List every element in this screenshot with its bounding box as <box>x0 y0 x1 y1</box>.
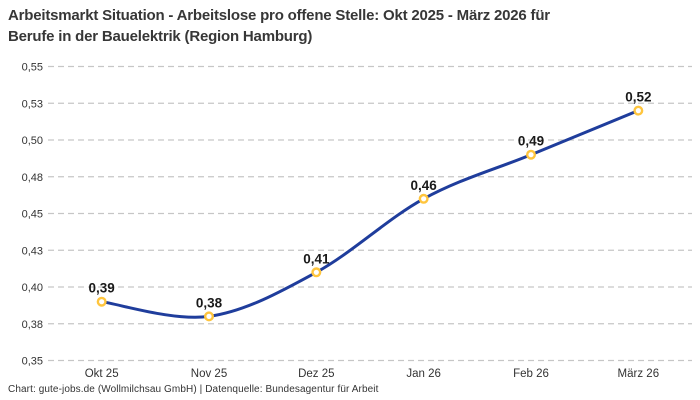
series-line <box>100 109 640 319</box>
x-axis-label: Jan 26 <box>406 368 441 380</box>
y-tick-label: 0,50 <box>22 135 43 147</box>
data-point-marker[interactable] <box>633 105 644 116</box>
credit-line: Chart: gute-jobs.de (Wollmilchsau GmbH) … <box>8 384 379 395</box>
y-axis-tick-labels: 0,55 0,53 0,50 0,48 0,45 0,43 0,40 0,38 0,35 <box>22 62 43 368</box>
data-point-marker[interactable] <box>311 267 322 278</box>
data-point-marker[interactable] <box>96 296 107 307</box>
gridlines <box>48 65 692 362</box>
y-tick-label: 0,38 <box>22 319 43 331</box>
data-point-label: 0,49 <box>518 134 544 149</box>
line-chart-plot: 0,55 0,53 0,50 0,48 0,45 0,43 0,40 0,38 0,35 Okt … <box>22 62 692 380</box>
x-axis-label: Feb 26 <box>513 368 549 380</box>
data-point-label: 0,52 <box>625 90 651 105</box>
x-axis-label: März 26 <box>618 368 660 380</box>
y-tick-label: 0,45 <box>22 209 43 221</box>
y-tick-label: 0,55 <box>22 62 43 74</box>
data-point-label: 0,46 <box>411 178 438 193</box>
x-axis-label: Okt 25 <box>85 368 119 380</box>
y-tick-label: 0,53 <box>22 98 43 110</box>
data-point-label: 0,38 <box>196 295 223 310</box>
y-tick-label: 0,40 <box>22 282 43 294</box>
x-axis-label: Dez 25 <box>298 368 334 380</box>
data-point-label: 0,39 <box>89 281 115 296</box>
chart-title-line-1: Arbeitsmarkt Situation - Arbeitslose pro… <box>8 7 550 24</box>
x-axis-label: Nov 25 <box>191 368 227 380</box>
y-tick-label: 0,43 <box>22 245 43 257</box>
data-point-label: 0,41 <box>303 251 330 266</box>
data-point-marker[interactable] <box>203 311 214 322</box>
chart-title-line-2: Berufe in der Bauelektrik (Region Hambur… <box>8 28 313 45</box>
y-tick-label: 0,35 <box>22 356 43 368</box>
data-points: 0,39 0,38 0,41 0,46 0,49 0,52 <box>89 90 651 322</box>
chart-title: Arbeitsmarkt Situation - Arbeitslose pro… <box>8 5 550 47</box>
x-axis-labels: Okt 25 Nov 25 Dez 25 Jan 26 Feb 26 März 26 <box>85 368 659 380</box>
data-point-marker[interactable] <box>418 193 429 204</box>
data-point-marker[interactable] <box>526 149 537 160</box>
y-tick-label: 0,48 <box>22 172 43 184</box>
